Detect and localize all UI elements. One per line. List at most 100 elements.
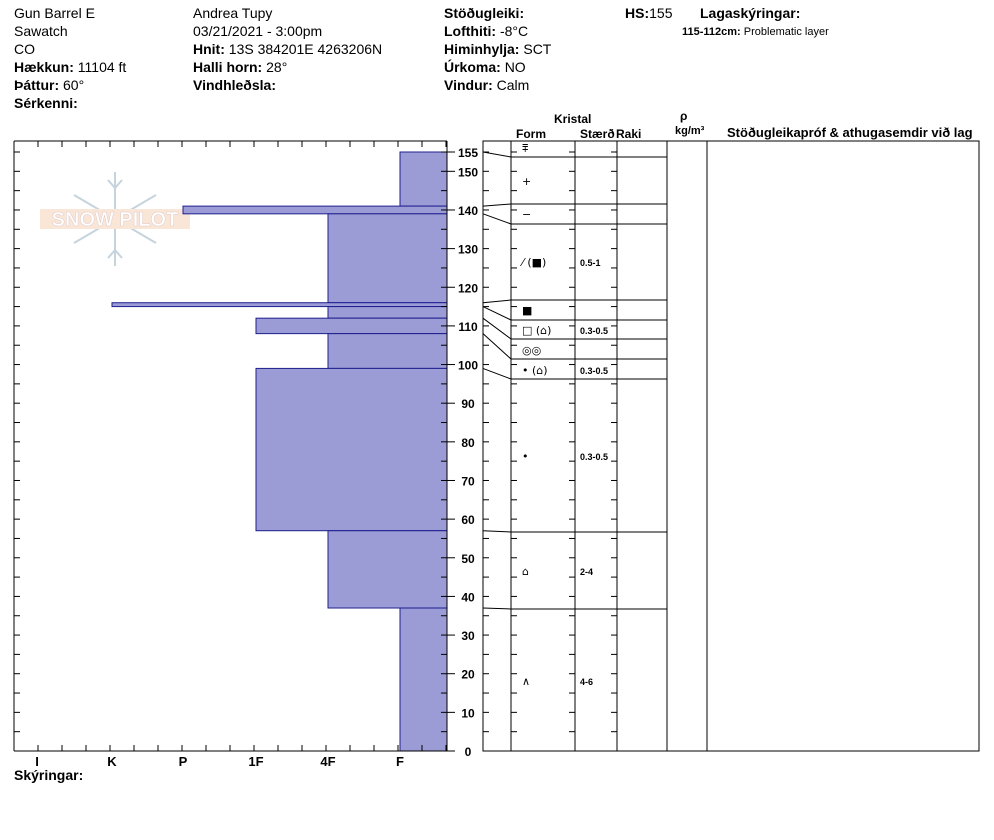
aspect-value: 60° [63,77,85,93]
crystal-form-symbol: ◎◎ [522,344,541,357]
precip-label: Úrkoma: [444,59,501,75]
aspect-row: Þáttur: 60° [14,77,84,93]
wind-label: Vindur: [444,77,493,93]
hardness-bar [255,367,448,532]
legend-text: Problematic layer [743,26,829,38]
snowpilot-logo: SNOW PILOT [40,172,190,266]
crystal-form-symbol: ⁄ (■) [519,256,546,269]
depth-tick-label: 10 [461,706,475,720]
coords-value: 13S 384201E 4263206N [228,41,383,57]
hardness-bar [399,607,448,752]
observer-text: Andrea Tupy [193,5,273,21]
depth-tick-label: 150 [458,165,478,179]
sky-row: Himinhylja: SCT [444,41,551,57]
legend-row: 115-112cm: Problematic layer [682,24,829,40]
crystal-form-symbol: ∧ [522,675,530,688]
chart-frame: I K P 1F 4F F 0 10 20 30 40 50 60 70 80 90 100 110 120 130 1… [13,140,478,769]
hardness-tick-label: K [107,754,117,769]
precip-value: NO [504,59,526,75]
layer-connector [482,333,512,360]
hardness-tick-label: I [35,754,39,769]
hardness-bar [327,213,448,304]
hardness-tick-label: P [179,754,188,769]
stability-label: Stöðugleiki: [444,5,525,21]
crystal-form-symbol: − [522,208,531,221]
hardness-bar [327,306,448,319]
hs-value: 155 [649,5,673,21]
depth-tick-label: 110 [458,320,478,334]
depth-tick-label: 100 [458,359,478,373]
elevation-row: Hækkun: 11104 ft [14,59,126,75]
snowflake-icon [73,172,157,266]
precip-row: Úrkoma: NO [444,59,526,75]
hardness-bar [327,530,448,609]
notes-label: Skýringar: [14,767,84,783]
layer-connector [482,530,512,533]
air-temp-label: Lofthiti: [444,23,497,39]
crystal-form-symbol: ■ [522,304,532,317]
wind-row: Vindur: Calm [444,77,529,93]
layer-connector [482,317,512,340]
slope-row: Halli horn: 28° [193,59,287,75]
depth-tick-label: 155 [458,146,478,160]
depth-tick-label: 0 [465,745,472,759]
crystal-form-symbol: • [522,450,529,463]
air-temp-value: -8°C [499,23,529,39]
depth-tick-label: 60 [461,513,475,527]
slope-value: 28° [266,59,288,75]
depth-tick-label: 90 [461,397,475,411]
layer-table: ⩱ + − ⁄ (■) 0.5-1 ■ □ (⌂) 0.3-0.5 ◎◎ • (⌂) 0.3-0.5… [482,140,980,752]
depth-tick-label: 30 [461,629,475,643]
table-border [482,140,980,752]
depth-tick-label: 70 [461,474,475,488]
crystal-form-symbol: ⩱ [522,142,528,155]
logo-text: SNOW PILOT [52,209,179,231]
depth-tick-label: 20 [461,668,475,682]
hardness-bar [399,151,448,207]
depth-tick-label: 130 [458,243,478,257]
layer-connector [482,299,512,304]
layer-connector [482,151,512,158]
rho-header: ρ [680,109,688,123]
size-header: Stærð [580,127,615,141]
hardness-bar [255,317,448,335]
crystal-size-text: 0.3-0.5 [580,366,608,376]
crystal-form-symbol: • (⌂) [522,364,548,377]
depth-tick-label: 40 [461,590,475,604]
wind-loading-label: Vindhleðsla: [193,77,276,93]
depth-tick-label: 120 [458,281,478,295]
coords-row: Hnit: 13S 384201E 4263206N [193,41,382,57]
slope-label: Halli horn: [193,59,263,75]
elevation-label: Hækkun: [14,59,74,75]
sky-value: SCT [523,41,552,57]
air-temp-row: Lofthiti: -8°C [444,23,528,39]
depth-tick-label: 50 [461,552,475,566]
density-unit-header: kg/m³ [675,125,705,137]
hardness-tick-label: 1F [248,754,263,769]
crystal-size-text: 4-6 [580,677,593,687]
crystal-size-text: 0.3-0.5 [580,452,608,462]
crystal-form-symbol: + [522,175,531,188]
legend-range: 115-112cm: [682,26,741,38]
depth-tick-label: 80 [461,436,475,450]
logo-band [40,209,190,229]
crystal-size-text: 2-4 [580,567,593,577]
crystal-form-symbol: □ (⌂) [522,324,551,337]
layer-connector [482,306,512,321]
hardness-profile [111,151,448,752]
hs-label: HS: [625,5,650,21]
aspect-label: Þáttur: [14,77,60,93]
moisture-header: Raki [616,127,642,141]
hardness-bar [111,302,448,308]
hs-row: HS:155 [625,5,672,21]
state-text: CO [14,41,35,57]
features-label: Sérkenni: [14,95,78,111]
form-header: Form [516,127,546,141]
crystal-size-text: 0.5-1 [580,258,601,268]
hardness-bar [182,205,448,215]
hardness-bar [327,333,448,369]
layer-connector [482,367,512,380]
coords-label: Hnit: [193,41,225,57]
layer-connector [482,607,512,610]
